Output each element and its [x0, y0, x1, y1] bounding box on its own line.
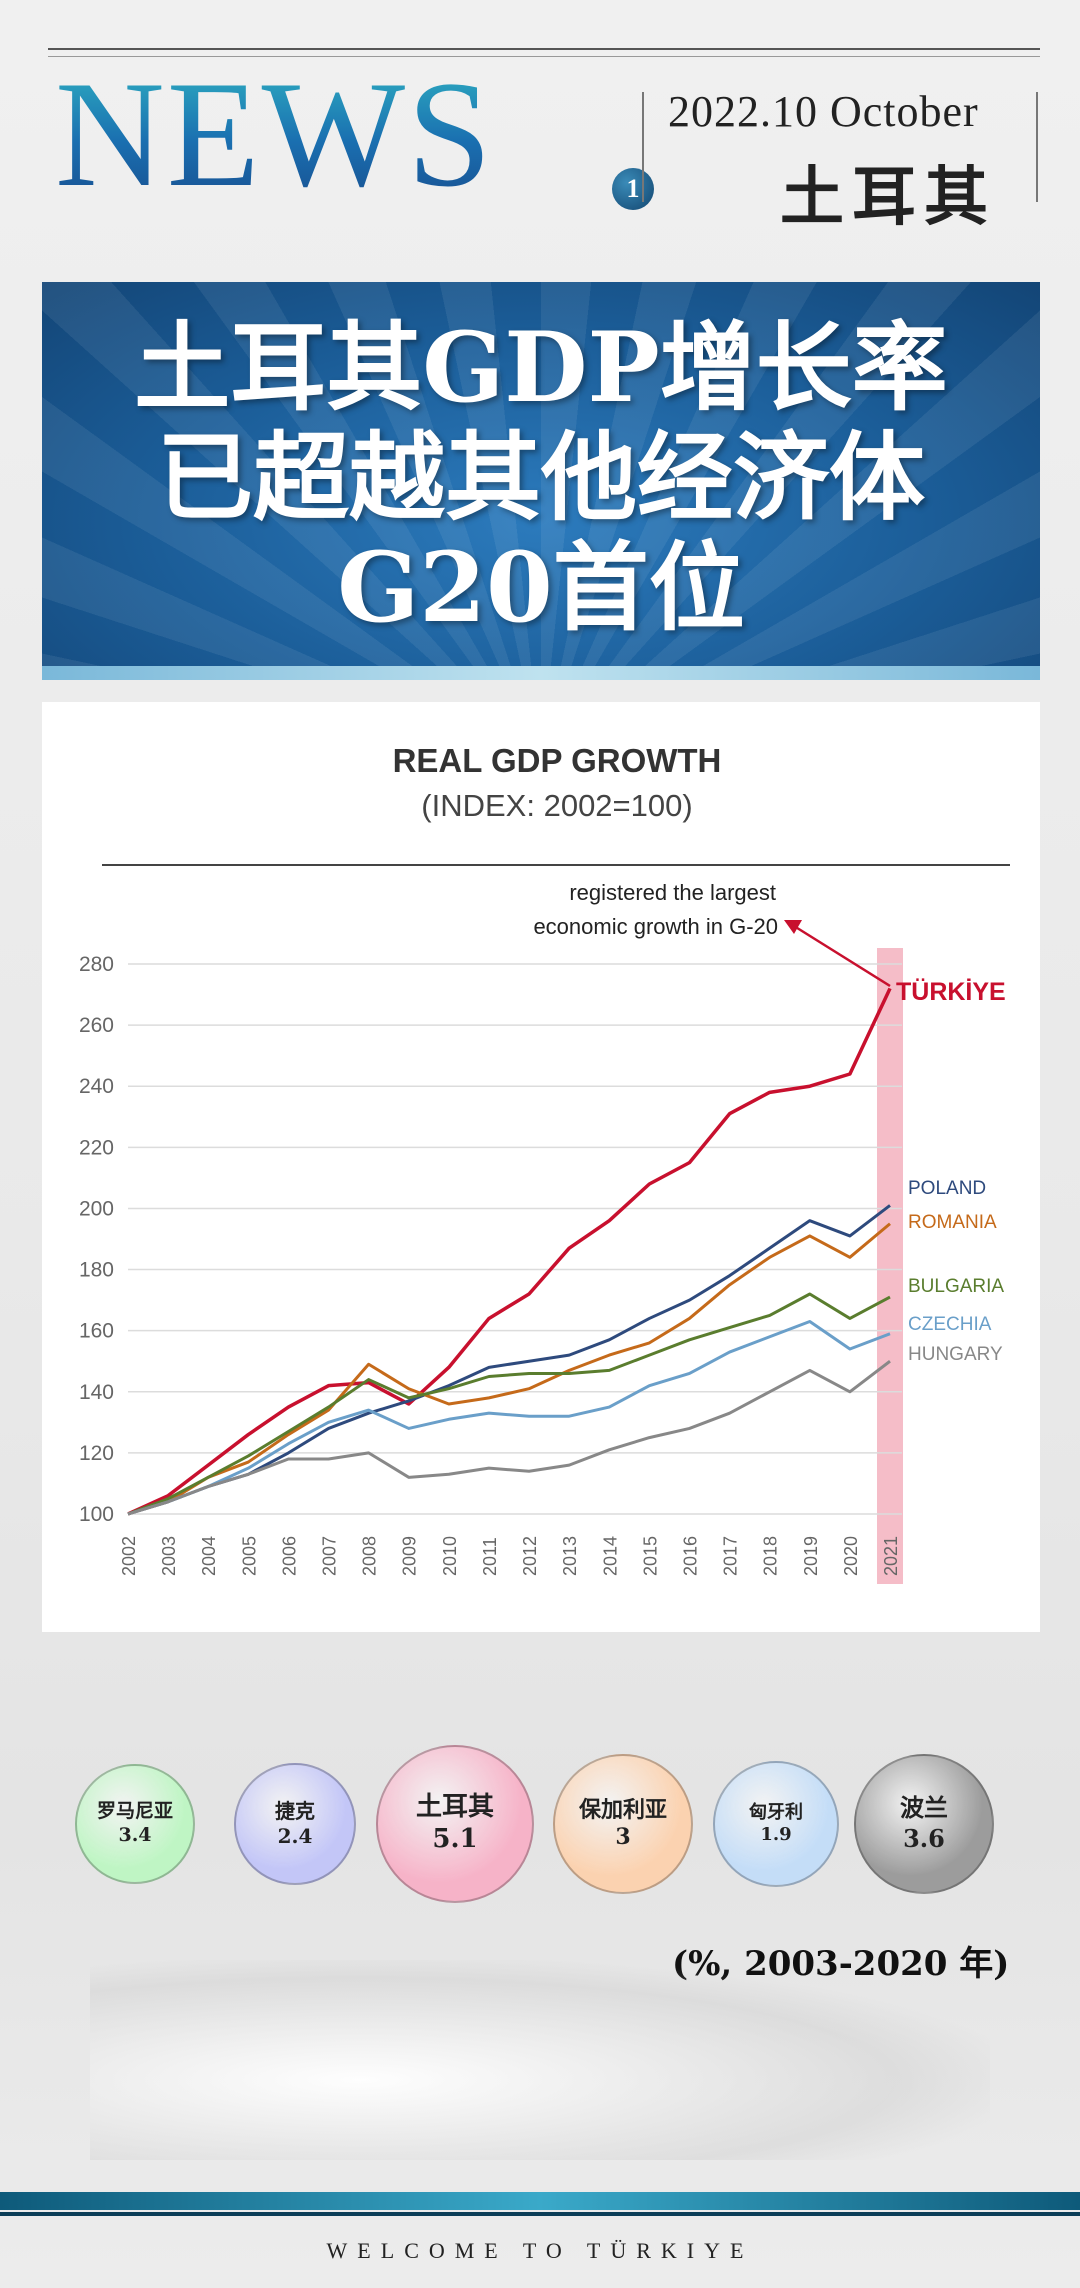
top-rule-thin — [48, 56, 1040, 57]
series-line-poland — [127, 1204, 891, 1516]
x-tick-2020: 2020 — [841, 1536, 861, 1576]
growth-bubble: 保加利亚 3 — [553, 1754, 693, 1894]
y-tick-100: 100 — [79, 1503, 114, 1526]
gdp-growth-chart: REAL GDP GROWTH (INDEX: 2002=100) regist… — [79, 742, 1010, 1584]
news-logo: NEWS — [55, 50, 494, 218]
footer-band-dark — [0, 2212, 1080, 2216]
issue-place: 土耳其 — [780, 160, 996, 235]
series-label-türki̇ye: TÜRKİYE — [896, 977, 1006, 1006]
y-tick-140: 140 — [79, 1381, 114, 1404]
x-tick-2013: 2013 — [560, 1536, 580, 1576]
footer-band — [0, 2192, 1080, 2210]
x-tick-2012: 2012 — [520, 1536, 540, 1576]
footer-welcome-text: WELCOME TO TÜRKIYE — [326, 2238, 754, 2263]
x-tick-2004: 2004 — [199, 1536, 219, 1576]
series-label-bulgaria: BULGARIA — [908, 1276, 1004, 1297]
y-tick-200: 200 — [79, 1197, 114, 1220]
growth-bubble-value: 3 — [615, 1823, 631, 1850]
x-tick-2006: 2006 — [279, 1536, 299, 1576]
annotation-line-1: registered the largest — [569, 880, 776, 905]
y-tick-180: 180 — [79, 1259, 114, 1282]
growth-bubble-label: 捷克 — [275, 1799, 315, 1823]
annotation-arrow-line — [793, 924, 891, 988]
x-tick-2008: 2008 — [360, 1536, 380, 1576]
chart-card: REAL GDP GROWTH (INDEX: 2002=100) regist… — [42, 702, 1040, 1632]
x-tick-2010: 2010 — [440, 1536, 460, 1576]
top-rule — [48, 48, 1040, 50]
growth-bubble-value: 2.4 — [277, 1824, 313, 1848]
growth-bubble-label: 土耳其 — [415, 1791, 494, 1822]
x-tick-2007: 2007 — [320, 1536, 340, 1576]
banner-bottom-strip — [42, 666, 1040, 680]
growth-bubble-value: 5.1 — [432, 1823, 478, 1854]
masthead-divider-right — [1036, 92, 1038, 202]
series-label-hungary: HUNGARY — [908, 1344, 1003, 1365]
x-tick-2011: 2011 — [480, 1537, 500, 1576]
x-tick-2015: 2015 — [640, 1536, 660, 1576]
y-tick-160: 160 — [79, 1320, 114, 1343]
masthead-divider-left — [642, 92, 644, 202]
growth-bubble: 波兰 3.6 — [854, 1754, 994, 1894]
growth-bubble-label: 波兰 — [900, 1793, 948, 1822]
page-curl-decoration — [90, 1960, 990, 2160]
x-tick-2003: 2003 — [159, 1536, 179, 1576]
growth-bubble: 罗马尼亚 3.4 — [75, 1764, 195, 1884]
growth-bubble-label: 匈牙利 — [749, 1801, 803, 1823]
chart-title: REAL GDP GROWTH — [393, 742, 722, 779]
growth-bubble: 匈牙利 1.9 — [713, 1761, 839, 1887]
chart-subtitle: (INDEX: 2002=100) — [421, 788, 692, 823]
annotation-arrow-head — [784, 920, 802, 934]
headline-line-3: G20首位 — [337, 531, 745, 644]
x-tick-2005: 2005 — [239, 1536, 259, 1576]
series-line-bulgaria — [127, 1292, 891, 1516]
headline-line-1: 土耳其GDP增长率 — [134, 311, 948, 424]
y-tick-220: 220 — [79, 1136, 114, 1159]
growth-bubble: 捷克 2.4 — [234, 1763, 356, 1885]
x-tick-2016: 2016 — [680, 1536, 700, 1576]
x-tick-2019: 2019 — [801, 1536, 821, 1576]
x-tick-2014: 2014 — [600, 1536, 620, 1576]
series-line-czechia — [127, 1320, 891, 1516]
x-tick-2021: 2021 — [881, 1536, 901, 1576]
x-tick-2017: 2017 — [721, 1536, 741, 1576]
growth-bubble-value: 1.9 — [760, 1824, 792, 1846]
headline-banner: 土耳其GDP增长率 已超越其他经济体 G20首位 — [42, 282, 1040, 680]
series-line-türki̇ye — [127, 987, 892, 1516]
series-label-czechia: CZECHIA — [908, 1314, 992, 1335]
series-label-poland: POLAND — [908, 1178, 986, 1199]
x-tick-2009: 2009 — [400, 1536, 420, 1576]
x-tick-2002: 2002 — [119, 1536, 139, 1576]
growth-bubble-label: 保加利亚 — [578, 1796, 667, 1823]
highlight-band-2021 — [877, 948, 903, 1584]
annotation-line-2: economic growth in G-20 — [533, 914, 778, 939]
series-line-hungary — [127, 1360, 891, 1516]
growth-bubble-label: 罗马尼亚 — [96, 1800, 173, 1823]
y-tick-280: 280 — [79, 953, 114, 976]
y-tick-120: 120 — [79, 1442, 114, 1465]
issue-date: 2022.10 October — [668, 87, 979, 136]
growth-bubble: 土耳其 5.1 — [376, 1745, 534, 1903]
headline-line-2: 已超越其他经济体 — [157, 421, 925, 534]
series-line-romania — [127, 1222, 891, 1516]
series-label-romania: ROMANIA — [908, 1212, 997, 1233]
y-tick-240: 240 — [79, 1075, 114, 1098]
y-tick-260: 260 — [79, 1014, 114, 1037]
x-tick-2018: 2018 — [761, 1536, 781, 1576]
growth-bubble-value: 3.6 — [903, 1823, 945, 1853]
growth-bubble-value: 3.4 — [118, 1824, 152, 1847]
issue-number-badge: 1 — [612, 168, 654, 210]
